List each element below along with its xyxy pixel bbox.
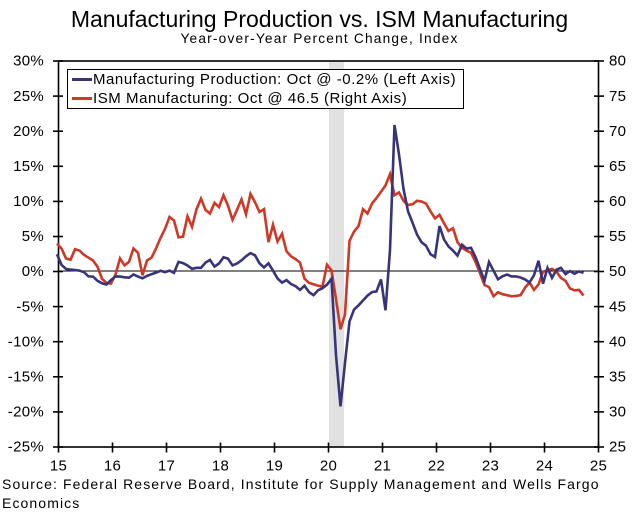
svg-text:20%: 20% [13,123,44,140]
svg-text:16: 16 [104,458,121,475]
svg-text:25: 25 [590,458,607,475]
svg-text:23: 23 [482,458,499,475]
svg-text:50: 50 [609,263,626,280]
svg-text:-15%: -15% [8,369,44,386]
svg-text:19: 19 [266,458,283,475]
svg-text:17: 17 [158,458,175,475]
svg-text:45: 45 [609,298,626,315]
svg-text:24: 24 [536,458,553,475]
svg-text:60: 60 [609,193,626,210]
svg-text:70: 70 [609,123,626,140]
svg-text:30%: 30% [13,53,44,70]
svg-text:5%: 5% [22,228,44,245]
svg-text:10%: 10% [13,193,44,210]
svg-text:30: 30 [609,404,626,421]
svg-text:22: 22 [428,458,445,475]
svg-text:35: 35 [609,369,626,386]
svg-text:65: 65 [609,158,626,175]
svg-text:75: 75 [609,88,626,105]
svg-text:0%: 0% [22,263,44,280]
svg-text:15%: 15% [13,158,44,175]
svg-text:-5%: -5% [16,298,44,315]
svg-text:-20%: -20% [8,404,44,421]
svg-text:15: 15 [50,458,67,475]
svg-text:20: 20 [320,458,337,475]
svg-text:80: 80 [609,53,626,70]
svg-text:25%: 25% [13,88,44,105]
svg-text:18: 18 [212,458,229,475]
svg-text:-10%: -10% [8,333,44,350]
svg-text:55: 55 [609,228,626,245]
svg-text:21: 21 [374,458,391,475]
svg-text:40: 40 [609,333,626,350]
svg-text:-25%: -25% [8,439,44,456]
svg-text:25: 25 [609,439,626,456]
